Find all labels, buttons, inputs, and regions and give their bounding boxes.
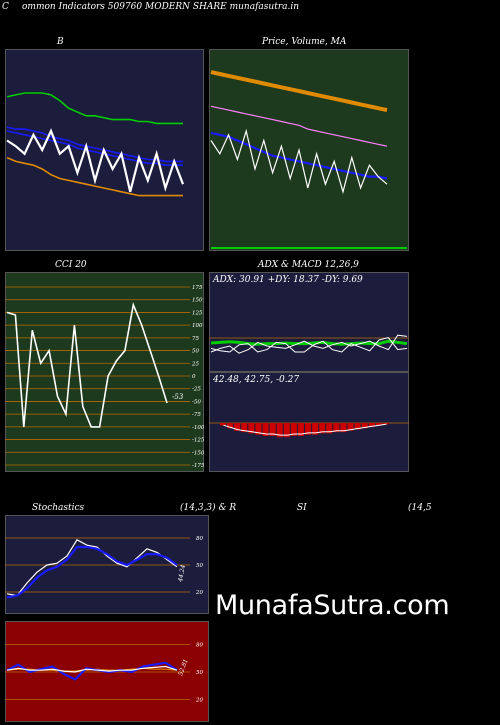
macd-bar <box>276 423 283 438</box>
macd-bar <box>227 423 234 429</box>
cci-tick-label: -175 <box>192 463 205 469</box>
stoch-series-1 <box>6 545 178 599</box>
rsi-title: SI <box>297 503 307 513</box>
macd-bar <box>241 423 248 433</box>
macd-bar <box>361 423 368 429</box>
cci-tick-label: 100 <box>192 323 203 329</box>
bollinger-title: B <box>57 37 64 47</box>
cci-tick-label: 50 <box>192 349 199 355</box>
rsi-tick-label: 20 <box>195 698 203 704</box>
macd-bar <box>333 423 340 433</box>
rsi-series-2 <box>6 665 178 673</box>
macd-bar <box>255 423 262 435</box>
price-series-1 <box>210 105 388 147</box>
cci-panel <box>5 272 204 472</box>
macd-bar <box>220 423 227 426</box>
stochastics-title: Stochastics <box>32 503 85 513</box>
adx-series-1 <box>210 334 408 354</box>
cci-tick-label: 175 <box>192 285 203 291</box>
macd-bar <box>347 423 354 431</box>
macd-bar <box>354 423 361 430</box>
adx-series-2 <box>210 337 408 353</box>
cci-tick-label: -75 <box>192 412 201 418</box>
price-series-3 <box>210 128 388 195</box>
macd-bar <box>248 423 255 434</box>
rsi-last-value: 52.81 <box>177 658 189 677</box>
stoch-last-value: 44.24 <box>177 564 187 583</box>
cci-tick-label: 150 <box>192 298 203 304</box>
price-ma-title: Price, Volume, MA <box>262 37 347 47</box>
page-title: ommon Indicators 509760 MODERN SHARE mun… <box>22 2 300 12</box>
bollinger-series-4 <box>6 128 185 193</box>
bollinger-series-3 <box>6 156 183 197</box>
macd-bar <box>234 423 241 431</box>
macd-bar <box>319 423 326 434</box>
macd-bar <box>262 423 269 436</box>
adx-panel <box>209 272 409 372</box>
macd-bar <box>297 423 304 436</box>
macd-panel <box>209 372 409 472</box>
macd-bar <box>305 423 312 435</box>
adx-values: ADX: 30.91 +DY: 18.37 -DY: 9.69 <box>213 275 363 285</box>
stoch-series-0 <box>6 539 178 597</box>
rsi-tick-label: 50 <box>196 670 203 676</box>
stoch-tick-label: 20 <box>195 590 203 596</box>
cci-series-0 <box>6 301 168 428</box>
stoch-tick-label: 80 <box>196 536 203 542</box>
cci-tick-label: -25 <box>192 387 201 393</box>
macd-bar <box>283 423 290 438</box>
header-letter: C <box>2 2 9 12</box>
price-series-0 <box>210 70 388 113</box>
cci-tick-label: -150 <box>192 450 205 456</box>
macd-bar <box>382 423 389 425</box>
cci-last-value: -53 <box>172 393 184 401</box>
price-series-2 <box>210 131 388 180</box>
rsi-params: (14,5 <box>408 503 432 513</box>
macd-bar <box>312 423 319 435</box>
bollinger-series-0 <box>6 92 183 125</box>
adx-title: ADX & MACD 12,26,9 <box>258 260 359 270</box>
cci-tick-label: -50 <box>192 399 201 405</box>
cci-tick-label: -125 <box>192 438 205 444</box>
cci-tick-label: 75 <box>192 336 199 342</box>
cci-tick-label: 0 <box>192 374 196 380</box>
cci-tick-label: -100 <box>192 425 205 431</box>
stoch-tick-label: 50 <box>196 563 203 569</box>
rsi-tick-label: 80 <box>196 642 203 648</box>
rsi-series-1 <box>6 661 178 681</box>
stochastics-params: (14,3,3) & R <box>180 503 237 513</box>
cci-tick-label: 25 <box>191 361 199 367</box>
watermark: MunafaSutra.com <box>215 590 450 621</box>
macd-signal-line <box>223 423 387 436</box>
macd-bar <box>340 423 347 433</box>
macd-bar <box>375 423 382 426</box>
macd-bar <box>290 423 297 436</box>
macd-values: 42.48, 42.75, -0.27 <box>213 375 300 385</box>
cci-title: CCI 20 <box>55 260 87 270</box>
macd-bar <box>326 423 333 434</box>
price-ma-panel <box>209 49 409 251</box>
macd-bar <box>269 423 276 436</box>
macd-bar <box>368 423 375 427</box>
cci-tick-label: 125 <box>192 310 203 316</box>
